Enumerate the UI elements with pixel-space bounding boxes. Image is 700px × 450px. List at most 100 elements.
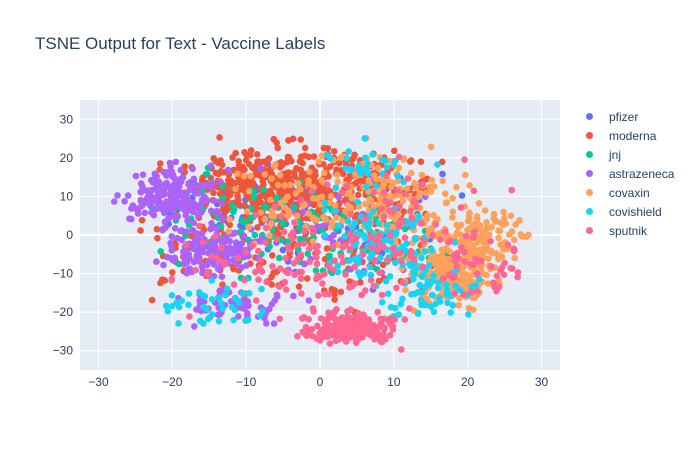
- data-point: [426, 183, 434, 191]
- data-point: [314, 242, 322, 250]
- data-point: [284, 242, 292, 250]
- data-point: [367, 277, 375, 284]
- data-point: [203, 271, 211, 278]
- data-point: [287, 181, 294, 189]
- data-point: [328, 285, 336, 293]
- data-point: [339, 258, 347, 266]
- data-point: [249, 179, 257, 187]
- legend-item-covaxin[interactable]: covaxin: [582, 183, 674, 202]
- data-point: [196, 289, 203, 296]
- data-point: [257, 256, 264, 264]
- data-point: [278, 161, 286, 169]
- data-point: [368, 244, 375, 251]
- data-point: [234, 170, 241, 177]
- data-point: [339, 244, 347, 251]
- data-point: [189, 208, 197, 216]
- data-point: [465, 304, 473, 312]
- data-point: [189, 165, 196, 173]
- data-point: [193, 306, 200, 313]
- data-point: [244, 208, 251, 215]
- data-point: [411, 255, 418, 263]
- data-point: [386, 331, 394, 339]
- data-point: [500, 246, 507, 253]
- data-point: [186, 313, 193, 320]
- data-point: [466, 209, 473, 217]
- data-point: [329, 266, 337, 274]
- data-point: [326, 234, 334, 242]
- data-point: [428, 176, 436, 184]
- data-point: [297, 136, 305, 143]
- data-point: [239, 290, 247, 297]
- data-point: [430, 308, 438, 316]
- data-point: [382, 277, 390, 285]
- legend-item-covishield[interactable]: covishield: [582, 202, 674, 221]
- data-point: [436, 236, 444, 243]
- data-point: [138, 216, 146, 224]
- x-tick-label: −30: [88, 375, 109, 389]
- legend-label: covishield: [609, 204, 662, 219]
- data-point: [266, 243, 274, 250]
- data-point: [219, 215, 226, 223]
- data-point: [511, 254, 518, 262]
- data-point: [383, 164, 391, 171]
- data-point: [153, 258, 160, 266]
- data-point: [263, 320, 270, 327]
- data-point: [245, 290, 253, 297]
- data-point: [189, 226, 197, 234]
- data-point: [435, 284, 442, 292]
- data-point: [352, 234, 360, 242]
- data-point: [190, 258, 198, 266]
- data-point: [396, 202, 403, 210]
- legend-item-astrazeneca[interactable]: astrazeneca: [582, 164, 674, 183]
- data-point: [367, 233, 374, 241]
- data-point: [481, 207, 489, 214]
- data-point: [216, 134, 223, 141]
- data-point: [475, 258, 483, 265]
- data-point: [309, 332, 316, 340]
- data-point: [187, 186, 194, 193]
- data-point: [403, 185, 411, 192]
- data-point: [297, 196, 305, 203]
- data-point: [465, 311, 472, 318]
- data-point: [334, 262, 342, 270]
- data-point: [223, 207, 230, 214]
- data-point: [138, 202, 146, 210]
- data-point: [391, 147, 398, 155]
- data-point: [434, 161, 441, 168]
- data-point: [257, 267, 265, 274]
- data-point: [418, 254, 425, 262]
- legend-item-moderna[interactable]: moderna: [582, 126, 674, 145]
- data-point: [235, 196, 242, 204]
- data-point: [176, 203, 184, 210]
- data-point: [381, 315, 388, 323]
- data-point: [364, 160, 372, 167]
- y-tick-label: 0: [66, 228, 73, 242]
- data-point: [377, 254, 384, 262]
- data-point: [330, 148, 338, 155]
- data-point: [158, 226, 166, 234]
- data-point: [230, 316, 237, 324]
- data-point: [300, 240, 308, 247]
- data-point: [360, 270, 368, 277]
- y-tick-label: 20: [60, 151, 74, 165]
- data-point: [488, 263, 495, 270]
- data-point: [357, 279, 364, 286]
- data-point: [354, 165, 362, 173]
- data-point: [285, 169, 292, 176]
- data-point: [469, 294, 476, 301]
- data-point: [322, 216, 330, 223]
- data-point: [296, 158, 304, 165]
- data-point: [190, 219, 198, 227]
- data-point: [207, 162, 215, 169]
- data-point: [241, 276, 248, 284]
- data-point: [363, 183, 371, 190]
- data-point: [418, 220, 425, 227]
- legend-item-sputnik[interactable]: sputnik: [582, 221, 674, 240]
- data-point: [280, 221, 287, 228]
- legend-item-pfizer[interactable]: pfizer: [582, 107, 674, 126]
- data-point: [348, 195, 356, 202]
- data-point: [406, 305, 413, 312]
- legend-item-jnj[interactable]: jnj: [582, 145, 674, 164]
- legend-label: moderna: [609, 128, 657, 143]
